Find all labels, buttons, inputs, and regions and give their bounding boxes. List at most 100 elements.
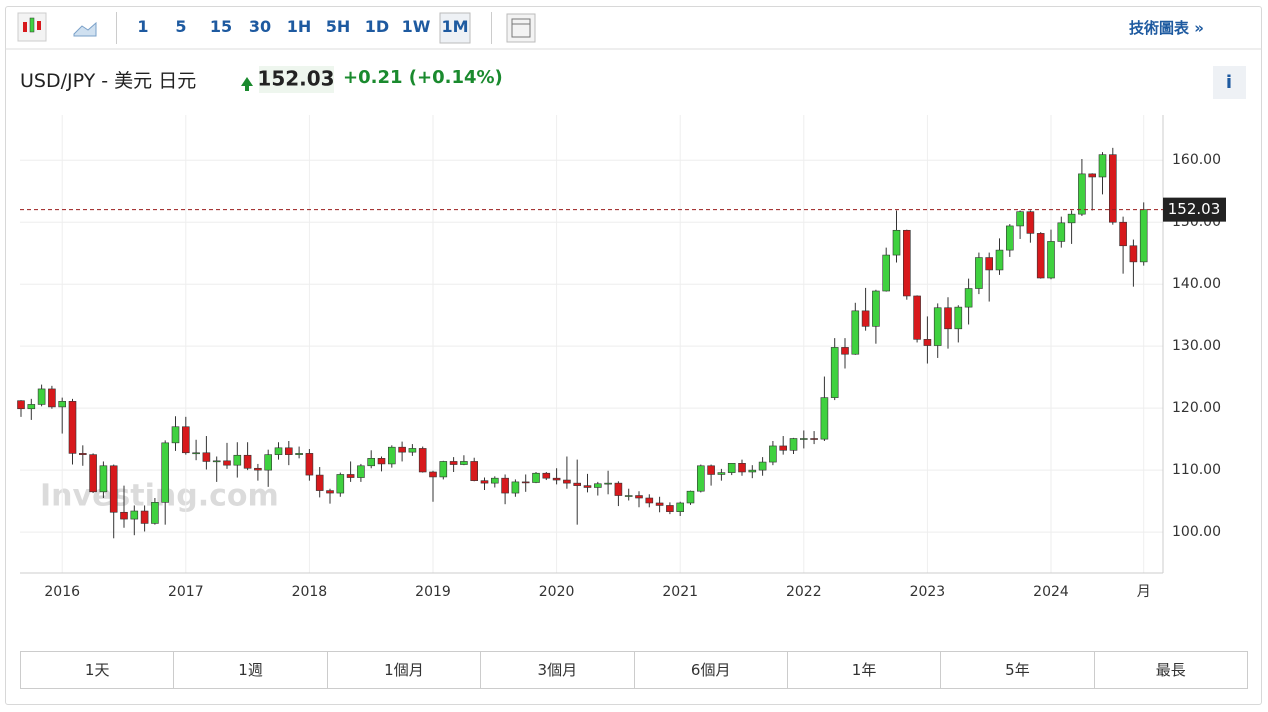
range-button[interactable]: 1週 bbox=[174, 652, 328, 688]
candle-body bbox=[243, 454, 252, 469]
candle-body bbox=[377, 458, 386, 465]
candle-body bbox=[521, 481, 530, 484]
candle-body bbox=[748, 469, 757, 473]
x-tick-label: 2017 bbox=[168, 584, 204, 600]
candle-body bbox=[490, 477, 499, 484]
y-tick-label: 120.00 bbox=[1172, 400, 1221, 416]
info-icon: i bbox=[1226, 72, 1232, 93]
candle-body bbox=[429, 471, 437, 478]
y-tick-label: 110.00 bbox=[1172, 462, 1221, 478]
candle-body bbox=[1088, 173, 1096, 178]
candle-body bbox=[120, 511, 128, 520]
x-tick-label: 月 bbox=[1137, 584, 1151, 600]
candle-body bbox=[212, 460, 221, 463]
area-icon[interactable] bbox=[73, 21, 97, 37]
price-bg bbox=[259, 66, 334, 93]
candle-body bbox=[109, 465, 118, 513]
candle-body bbox=[295, 453, 303, 455]
interval-button[interactable]: 30 bbox=[248, 17, 272, 36]
interval-button[interactable]: 5H bbox=[325, 17, 351, 36]
candle-body bbox=[274, 447, 283, 455]
candle-body bbox=[913, 295, 921, 340]
interval-button[interactable]: 5 bbox=[175, 17, 187, 36]
candle-body bbox=[460, 461, 468, 465]
candle-body bbox=[1057, 222, 1066, 242]
interval-button[interactable]: 1H bbox=[286, 17, 312, 36]
candle-body bbox=[439, 461, 448, 478]
candle-body bbox=[140, 510, 149, 524]
layout-icon[interactable] bbox=[506, 13, 536, 43]
x-tick-label: 2024 bbox=[1033, 584, 1069, 600]
candle-body bbox=[192, 452, 200, 455]
candle-body bbox=[315, 474, 324, 491]
candle-body bbox=[696, 465, 705, 492]
candle-body bbox=[17, 400, 25, 410]
candle-body bbox=[552, 477, 561, 481]
candle-body bbox=[511, 481, 520, 494]
candle-body bbox=[37, 388, 46, 405]
candle-body bbox=[727, 463, 736, 473]
candle-body bbox=[624, 495, 633, 497]
candle-body bbox=[995, 249, 1004, 271]
candle-body bbox=[182, 426, 190, 454]
candle-body bbox=[367, 458, 376, 467]
candle-body bbox=[387, 446, 396, 465]
candle-body bbox=[161, 442, 169, 503]
range-button[interactable]: 1天 bbox=[21, 652, 175, 688]
candle-body bbox=[449, 461, 458, 465]
candle-body bbox=[254, 467, 262, 471]
interval-button[interactable]: 1W bbox=[401, 17, 431, 36]
candle-body bbox=[326, 490, 334, 494]
info-button[interactable] bbox=[1213, 66, 1246, 99]
candle-body bbox=[336, 474, 345, 494]
candle-body bbox=[284, 447, 293, 455]
candle-body bbox=[686, 490, 695, 504]
candle-body bbox=[418, 448, 427, 473]
candle-body bbox=[1119, 221, 1127, 247]
range-button[interactable]: 5年 bbox=[941, 652, 1095, 688]
range-button[interactable]: 最長 bbox=[1155, 661, 1186, 679]
range-button[interactable]: 6個月 bbox=[635, 652, 788, 688]
chart-link[interactable]: 技術圖表 » bbox=[1129, 19, 1204, 37]
candle-body bbox=[1005, 225, 1014, 251]
candle-body bbox=[789, 438, 798, 451]
candle-body bbox=[830, 347, 839, 398]
candle-body bbox=[27, 404, 36, 410]
range-bar: 1天 1週 1個月 3個月 6個月 1年 5年 最長 bbox=[20, 651, 1248, 689]
range-button[interactable]: 3個月 bbox=[481, 652, 635, 688]
range-button[interactable]: 1個月 bbox=[328, 652, 482, 688]
candle-body bbox=[593, 483, 602, 488]
price: 152.03 bbox=[257, 67, 334, 91]
candle-body bbox=[171, 426, 180, 444]
interval-button[interactable]: 1D bbox=[364, 17, 390, 36]
change-value: +0.21 bbox=[343, 67, 403, 88]
candle-body bbox=[151, 502, 159, 524]
interval-button[interactable]: 1M bbox=[441, 17, 469, 36]
candle-body bbox=[779, 445, 788, 451]
range-button[interactable]: 1年 bbox=[788, 652, 942, 688]
candle-body bbox=[892, 229, 901, 256]
x-tick-label: 2019 bbox=[415, 584, 451, 600]
y-tick-label: 130.00 bbox=[1172, 338, 1221, 354]
x-tick-label: 2018 bbox=[292, 584, 328, 600]
candle-body bbox=[1078, 173, 1086, 215]
candle-body bbox=[738, 463, 746, 473]
selected-interval bbox=[439, 12, 471, 44]
candle-body bbox=[964, 288, 973, 308]
y-tick-label: 160.00 bbox=[1172, 152, 1221, 168]
candle-body bbox=[202, 452, 211, 462]
candle-body bbox=[985, 257, 994, 271]
candle-body bbox=[1139, 209, 1148, 263]
candle-body bbox=[264, 454, 273, 471]
candle-body bbox=[470, 461, 479, 481]
interval-button[interactable]: 1 bbox=[137, 17, 149, 36]
candle-body bbox=[1129, 245, 1138, 263]
candle-body bbox=[645, 497, 654, 504]
interval-button[interactable]: 15 bbox=[209, 17, 233, 36]
candle-icon[interactable] bbox=[17, 12, 47, 42]
candle-body bbox=[604, 482, 612, 485]
candle-body bbox=[305, 453, 314, 476]
candle-body bbox=[501, 477, 509, 494]
candle-body bbox=[1047, 241, 1055, 279]
